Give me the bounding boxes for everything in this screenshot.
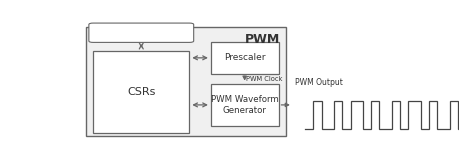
Bar [210, 42, 278, 74]
Text: PWM: PWM [245, 33, 280, 46]
Text: PWM Output: PWM Output [294, 78, 341, 87]
Bar [210, 84, 278, 126]
Bar [93, 51, 189, 133]
FancyBboxPatch shape [89, 23, 193, 42]
Text: 32-bit AHB Slave I/F: 32-bit AHB Slave I/F [99, 28, 183, 37]
Text: PWM Clock: PWM Clock [246, 75, 282, 82]
Text: Prescaler: Prescaler [224, 53, 265, 62]
Bar [86, 27, 285, 136]
Text: CSRs: CSRs [127, 87, 155, 97]
Text: PWM Waveform
Generator: PWM Waveform Generator [210, 95, 278, 115]
